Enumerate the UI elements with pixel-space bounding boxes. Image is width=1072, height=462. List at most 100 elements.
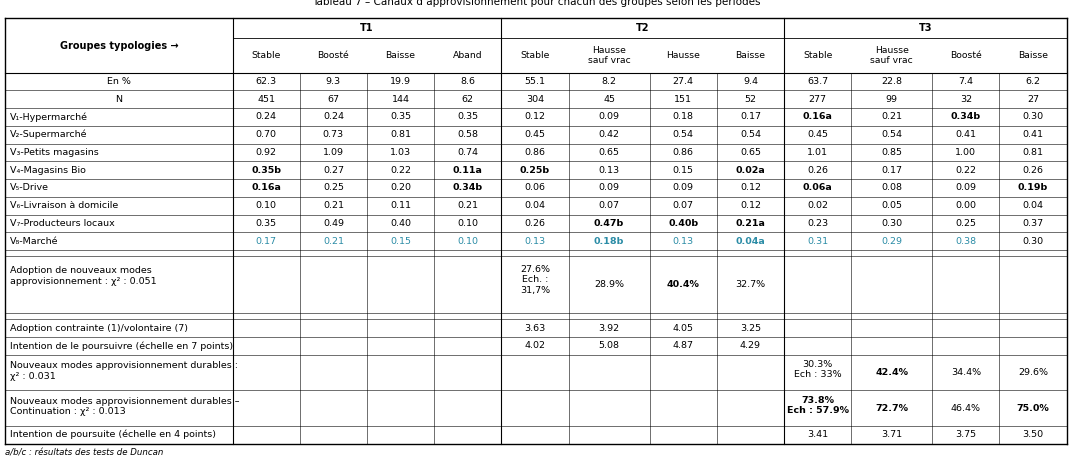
Text: 0.15: 0.15 — [390, 237, 412, 246]
Text: 6.2: 6.2 — [1026, 77, 1041, 86]
Text: V₂-Supermarché: V₂-Supermarché — [10, 130, 87, 140]
Text: 0.34b: 0.34b — [452, 183, 482, 192]
Text: 0.40b: 0.40b — [668, 219, 698, 228]
Text: Hausse: Hausse — [667, 51, 700, 60]
Text: 0.38: 0.38 — [955, 237, 977, 246]
Text: 0.24: 0.24 — [256, 112, 277, 122]
Text: 0.54: 0.54 — [673, 130, 694, 139]
Text: 46.4%: 46.4% — [951, 403, 981, 413]
Text: 0.04: 0.04 — [1023, 201, 1043, 210]
Text: 0.49: 0.49 — [323, 219, 344, 228]
Text: 0.12: 0.12 — [740, 201, 761, 210]
Text: 0.15: 0.15 — [673, 166, 694, 175]
Text: 151: 151 — [674, 95, 693, 103]
Text: 72.7%: 72.7% — [875, 403, 908, 413]
Text: 63.7: 63.7 — [807, 77, 829, 86]
Text: Boosté: Boosté — [317, 51, 349, 60]
Text: 451: 451 — [257, 95, 276, 103]
Text: 3.75: 3.75 — [955, 430, 977, 439]
Text: 0.16a: 0.16a — [251, 183, 281, 192]
Text: 0.26: 0.26 — [807, 166, 829, 175]
Text: Stable: Stable — [520, 51, 550, 60]
Text: 0.30: 0.30 — [1023, 237, 1044, 246]
Text: 0.74: 0.74 — [458, 148, 478, 157]
Text: Boosté: Boosté — [950, 51, 982, 60]
Text: 0.27: 0.27 — [323, 166, 344, 175]
Text: 0.85: 0.85 — [881, 148, 903, 157]
Text: 0.16a: 0.16a — [803, 112, 833, 122]
Text: 0.35: 0.35 — [255, 219, 277, 228]
Text: 1.09: 1.09 — [323, 148, 344, 157]
Text: 0.21: 0.21 — [323, 237, 344, 246]
Text: 277: 277 — [808, 95, 827, 103]
Text: 0.58: 0.58 — [458, 130, 478, 139]
Text: V₈-Marché: V₈-Marché — [10, 237, 58, 246]
Text: 0.41: 0.41 — [1023, 130, 1043, 139]
Text: 4.05: 4.05 — [673, 324, 694, 333]
Text: 99: 99 — [885, 95, 897, 103]
Text: 62: 62 — [462, 95, 474, 103]
Text: 0.10: 0.10 — [256, 201, 277, 210]
Text: 0.25: 0.25 — [955, 219, 977, 228]
Text: 9.3: 9.3 — [326, 77, 341, 86]
Text: 0.10: 0.10 — [458, 219, 478, 228]
Text: 8.6: 8.6 — [460, 77, 475, 86]
Text: 0.34b: 0.34b — [951, 112, 981, 122]
Text: T1: T1 — [360, 23, 374, 33]
Text: V₄-Magasins Bio: V₄-Magasins Bio — [10, 166, 86, 175]
Text: 0.21: 0.21 — [881, 112, 903, 122]
Text: 0.09: 0.09 — [598, 183, 620, 192]
Text: 0.22: 0.22 — [390, 166, 412, 175]
Text: 8.2: 8.2 — [601, 77, 616, 86]
Text: Stable: Stable — [252, 51, 281, 60]
Text: Tableau 7 – Canaux d’approvisionnement pour chacun des groupes selon les période: Tableau 7 – Canaux d’approvisionnement p… — [312, 0, 760, 7]
Text: 9.4: 9.4 — [743, 77, 758, 86]
Text: 3.41: 3.41 — [807, 430, 829, 439]
Text: 1.00: 1.00 — [955, 148, 977, 157]
Text: Baisse: Baisse — [1018, 51, 1048, 60]
Text: 28.9%: 28.9% — [594, 280, 624, 289]
Text: 34.4%: 34.4% — [951, 368, 981, 377]
Text: Nouveaux modes approvisionnement durables :
χ² : 0.031: Nouveaux modes approvisionnement durable… — [10, 361, 238, 381]
Text: 0.12: 0.12 — [524, 112, 546, 122]
Text: 0.86: 0.86 — [524, 148, 546, 157]
Text: 0.19b: 0.19b — [1018, 183, 1048, 192]
Text: 0.00: 0.00 — [955, 201, 977, 210]
Text: 0.45: 0.45 — [524, 130, 546, 139]
Text: 0.09: 0.09 — [598, 112, 620, 122]
Text: 0.65: 0.65 — [598, 148, 620, 157]
Text: 3.25: 3.25 — [740, 324, 761, 333]
Text: 0.35: 0.35 — [458, 112, 478, 122]
Text: T3: T3 — [919, 23, 932, 33]
Text: 1.03: 1.03 — [390, 148, 412, 157]
Text: V₅-Drive: V₅-Drive — [10, 183, 48, 192]
Text: 0.23: 0.23 — [807, 219, 829, 228]
Text: 0.02: 0.02 — [807, 201, 829, 210]
Text: 0.92: 0.92 — [256, 148, 277, 157]
Text: 0.17: 0.17 — [740, 112, 761, 122]
Text: 0.25: 0.25 — [323, 183, 344, 192]
Text: 32: 32 — [959, 95, 972, 103]
Text: 40.4%: 40.4% — [667, 280, 700, 289]
Text: 0.04: 0.04 — [524, 201, 546, 210]
Text: 0.37: 0.37 — [1023, 219, 1044, 228]
Text: 0.06a: 0.06a — [803, 183, 833, 192]
Text: N: N — [116, 95, 122, 103]
Text: 75.0%: 75.0% — [1016, 403, 1049, 413]
Text: 0.21: 0.21 — [323, 201, 344, 210]
Text: 0.47b: 0.47b — [594, 219, 624, 228]
Text: 0.21a: 0.21a — [735, 219, 765, 228]
Text: 0.11: 0.11 — [390, 201, 412, 210]
Text: 0.24: 0.24 — [323, 112, 344, 122]
Text: 30.3%
Ech : 33%: 30.3% Ech : 33% — [793, 360, 842, 379]
Text: 0.17: 0.17 — [256, 237, 277, 246]
Text: Groupes typologies →: Groupes typologies → — [60, 41, 178, 50]
Text: 22.8: 22.8 — [881, 77, 903, 86]
Text: 0.07: 0.07 — [673, 201, 694, 210]
Text: 0.70: 0.70 — [256, 130, 277, 139]
Text: 27: 27 — [1027, 95, 1039, 103]
Text: 0.26: 0.26 — [524, 219, 546, 228]
Text: 0.42: 0.42 — [598, 130, 620, 139]
Text: 29.6%: 29.6% — [1018, 368, 1048, 377]
Text: 0.02a: 0.02a — [735, 166, 765, 175]
